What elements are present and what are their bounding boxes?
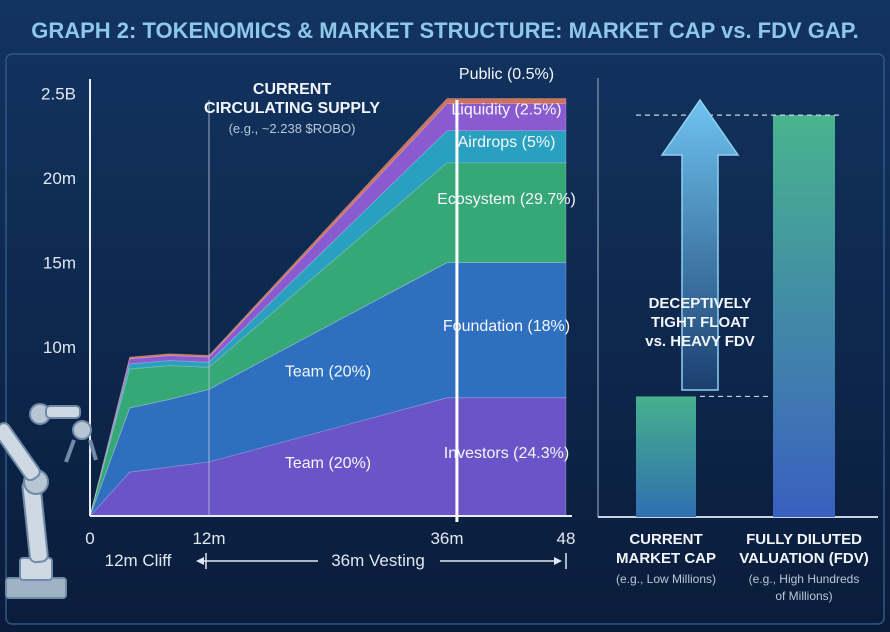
robot-upper-arm	[0, 422, 41, 482]
vesting-arrowhead-left-icon	[196, 557, 204, 565]
bar-category-label: FULLY DILUTED	[746, 531, 862, 548]
area-label: Public (0.5%)	[459, 66, 554, 83]
bar-category-label: MARKET CAP	[616, 550, 716, 567]
x-tick-label: 48	[557, 529, 576, 548]
y-tick-label: 20m	[43, 169, 76, 188]
current-supply-title: CIRCULATING SUPPLY	[204, 100, 380, 117]
bar-category-note: (e.g., Low Millions)	[616, 572, 716, 586]
area-label: Team (20%)	[285, 455, 371, 472]
vesting-label: 36m Vesting	[331, 551, 425, 570]
area-label: Team (20%)	[285, 364, 371, 381]
robot-arm-illustration	[0, 403, 98, 599]
bar-chart: DECEPTIVELY TIGHT FLOAT vs. HEAVY FDV CURRE…	[597, 78, 878, 603]
robot-wrist	[72, 420, 92, 440]
area-band-3	[89, 162, 567, 517]
current-supply-note: (e.g., ~2.238 $ROBO)	[229, 121, 356, 136]
x-tick-label: 36m	[430, 529, 463, 548]
y-tick-label: 15m	[43, 253, 76, 272]
gap-annotation: DECEPTIVELY	[649, 295, 752, 312]
y-tick-label: 10m	[43, 338, 76, 357]
cliff-label: 12m Cliff	[105, 551, 172, 570]
robot-gripper-icon	[64, 439, 98, 463]
vesting-arrowhead-right-icon	[554, 557, 562, 565]
x-tick-label: 12m	[192, 529, 225, 548]
area-chart: 2.5B 20m 15m 10m 0 12m 36m 48 CURRENT CIRCULATING…	[41, 66, 576, 570]
bar	[636, 396, 696, 517]
area-band-6	[89, 98, 567, 517]
bar-category-note: of Millions)	[775, 589, 832, 603]
area-label: Ecosystem (29.7%)	[437, 191, 576, 208]
x-tick-label: 0	[85, 529, 94, 548]
area-label: Investors (24.3%)	[444, 445, 569, 462]
gap-annotation: vs. HEAVY FDV	[645, 333, 754, 350]
gap-arrow-icon	[660, 98, 740, 391]
bar-category-note: (e.g., High Hundreds	[749, 572, 860, 586]
page-title: GRAPH 2: TOKENOMICS & MARKET STRUCTURE: …	[31, 18, 859, 43]
robot-forearm	[45, 405, 81, 419]
y-tick-label: 2.5B	[41, 84, 76, 103]
chart-frame	[5, 53, 885, 625]
bar-category-label: CURRENT	[629, 531, 702, 548]
area-label: Liquidity (2.5%)	[451, 102, 561, 119]
bar	[773, 115, 835, 517]
area-label: Foundation (18%)	[443, 318, 570, 335]
gap-annotation: TIGHT FLOAT	[651, 314, 749, 331]
bar-category-label: VALUATION (FDV)	[739, 550, 868, 567]
area-label: Airdrops (5%)	[458, 134, 556, 151]
current-supply-title: CURRENT	[253, 81, 331, 98]
